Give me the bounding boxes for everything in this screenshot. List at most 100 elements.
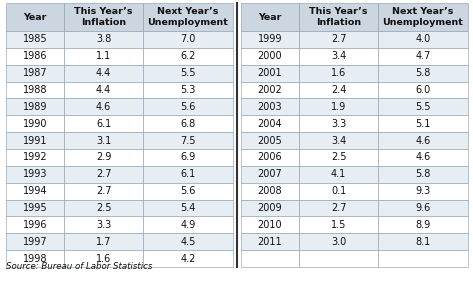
Text: 6.9: 6.9 <box>180 152 195 162</box>
Text: 4.9: 4.9 <box>180 220 195 230</box>
Text: 5.6: 5.6 <box>180 102 195 112</box>
Text: 2.5: 2.5 <box>96 203 111 213</box>
Text: 2008: 2008 <box>258 186 282 196</box>
Text: 2.7: 2.7 <box>331 203 346 213</box>
Text: 1989: 1989 <box>23 102 47 112</box>
Text: 2005: 2005 <box>258 136 282 146</box>
Bar <box>299 82 378 98</box>
Bar <box>143 98 233 115</box>
Bar <box>241 115 299 132</box>
Text: 1988: 1988 <box>23 85 47 95</box>
Bar <box>378 115 468 132</box>
Text: 2.4: 2.4 <box>331 85 346 95</box>
Text: 1993: 1993 <box>23 169 47 179</box>
Bar <box>241 149 299 166</box>
Text: 2007: 2007 <box>258 169 282 179</box>
Bar <box>299 48 378 65</box>
Bar <box>143 183 233 200</box>
Bar <box>378 3 468 31</box>
Bar <box>143 82 233 98</box>
Bar <box>143 3 233 31</box>
Text: 3.4: 3.4 <box>331 51 346 61</box>
Text: 4.5: 4.5 <box>180 237 195 247</box>
Bar <box>299 98 378 115</box>
Text: 1996: 1996 <box>23 220 47 230</box>
Text: 4.2: 4.2 <box>180 254 195 264</box>
Text: 5.8: 5.8 <box>415 68 431 78</box>
Text: 2006: 2006 <box>258 152 282 162</box>
Text: 4.6: 4.6 <box>415 152 430 162</box>
Bar <box>378 200 468 216</box>
Bar <box>143 115 233 132</box>
Text: 1995: 1995 <box>23 203 47 213</box>
Text: 3.0: 3.0 <box>331 237 346 247</box>
Bar <box>143 149 233 166</box>
Text: 4.4: 4.4 <box>96 85 111 95</box>
Bar <box>378 149 468 166</box>
Bar <box>6 183 64 200</box>
Text: 6.1: 6.1 <box>180 169 195 179</box>
Text: 1985: 1985 <box>23 34 47 44</box>
Bar <box>241 31 299 48</box>
Bar <box>6 3 64 31</box>
Bar <box>64 98 143 115</box>
Text: 1998: 1998 <box>23 254 47 264</box>
Bar <box>143 48 233 65</box>
Text: 2009: 2009 <box>258 203 282 213</box>
Bar <box>241 233 299 250</box>
Bar <box>241 65 299 82</box>
Bar <box>64 233 143 250</box>
Bar <box>378 82 468 98</box>
Text: 2.7: 2.7 <box>331 34 346 44</box>
Bar <box>64 183 143 200</box>
Bar <box>64 115 143 132</box>
Bar <box>6 98 64 115</box>
Bar <box>299 166 378 183</box>
Bar <box>64 149 143 166</box>
Text: 1.7: 1.7 <box>96 237 111 247</box>
Text: 2000: 2000 <box>258 51 282 61</box>
Bar <box>241 82 299 98</box>
Text: 2010: 2010 <box>258 220 282 230</box>
Bar <box>299 65 378 82</box>
Bar <box>6 200 64 216</box>
Bar <box>143 233 233 250</box>
Text: 2.7: 2.7 <box>96 186 111 196</box>
Text: 5.8: 5.8 <box>415 169 431 179</box>
Bar <box>6 132 64 149</box>
Bar <box>378 216 468 233</box>
Text: 6.8: 6.8 <box>180 119 195 129</box>
Text: 8.1: 8.1 <box>415 237 430 247</box>
Bar <box>143 166 233 183</box>
Text: 1.6: 1.6 <box>96 254 111 264</box>
Text: 8.9: 8.9 <box>415 220 430 230</box>
Text: 7.0: 7.0 <box>180 34 195 44</box>
Bar <box>299 149 378 166</box>
Text: 4.6: 4.6 <box>415 136 430 146</box>
Text: 1990: 1990 <box>23 119 47 129</box>
Text: 2001: 2001 <box>258 68 282 78</box>
Bar <box>6 216 64 233</box>
Text: 5.3: 5.3 <box>180 85 195 95</box>
Bar <box>64 166 143 183</box>
Bar <box>378 48 468 65</box>
Bar <box>241 132 299 149</box>
Bar <box>299 216 378 233</box>
Text: 5.5: 5.5 <box>415 102 431 112</box>
Text: 3.8: 3.8 <box>96 34 111 44</box>
Text: 1999: 1999 <box>258 34 282 44</box>
Text: 3.3: 3.3 <box>331 119 346 129</box>
Text: 4.7: 4.7 <box>415 51 431 61</box>
Text: 4.6: 4.6 <box>96 102 111 112</box>
Bar <box>143 132 233 149</box>
Text: 9.6: 9.6 <box>415 203 430 213</box>
Text: Next Year’s
Unemployment: Next Year’s Unemployment <box>148 7 228 27</box>
Bar <box>241 3 299 31</box>
Text: 2004: 2004 <box>258 119 282 129</box>
Text: 7.5: 7.5 <box>180 136 196 146</box>
Text: 1.9: 1.9 <box>331 102 346 112</box>
Bar <box>6 166 64 183</box>
Text: 5.4: 5.4 <box>180 203 195 213</box>
Text: 6.2: 6.2 <box>180 51 195 61</box>
Text: 6.1: 6.1 <box>96 119 111 129</box>
